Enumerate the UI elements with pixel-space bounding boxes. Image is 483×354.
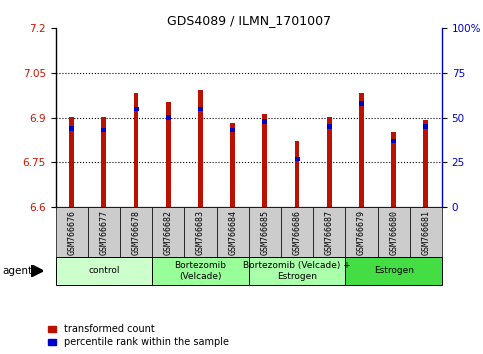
Bar: [166, 102, 170, 207]
Bar: [69, 118, 74, 207]
Text: GSM766679: GSM766679: [357, 210, 366, 255]
Bar: [410, 207, 442, 257]
Legend: transformed count, percentile rank within the sample: transformed count, percentile rank withi…: [48, 325, 229, 347]
Bar: [198, 107, 203, 111]
Text: GSM766678: GSM766678: [131, 210, 141, 255]
Bar: [424, 120, 428, 207]
Bar: [230, 123, 235, 207]
Title: GDS4089 / ILMN_1701007: GDS4089 / ILMN_1701007: [167, 14, 331, 27]
Bar: [281, 207, 313, 257]
Bar: [391, 139, 396, 143]
Text: Bortezomib (Velcade) +
Estrogen: Bortezomib (Velcade) + Estrogen: [243, 261, 351, 280]
Text: GSM766686: GSM766686: [293, 210, 301, 255]
Text: GSM766684: GSM766684: [228, 210, 237, 255]
Bar: [249, 207, 281, 257]
Bar: [327, 118, 332, 207]
Bar: [166, 115, 171, 120]
Bar: [198, 90, 203, 207]
Bar: [249, 257, 345, 285]
Bar: [69, 126, 74, 131]
Text: Estrogen: Estrogen: [374, 266, 413, 275]
Text: GSM766681: GSM766681: [421, 210, 430, 255]
Bar: [56, 257, 152, 285]
Bar: [345, 207, 378, 257]
Bar: [56, 207, 88, 257]
Bar: [216, 207, 249, 257]
Bar: [101, 128, 106, 132]
Polygon shape: [31, 265, 43, 277]
Bar: [262, 119, 268, 124]
Bar: [327, 124, 332, 129]
Bar: [295, 156, 299, 161]
Text: GSM766680: GSM766680: [389, 210, 398, 255]
Bar: [133, 107, 139, 111]
Bar: [345, 257, 442, 285]
Bar: [120, 207, 152, 257]
Bar: [185, 207, 216, 257]
Text: GSM766685: GSM766685: [260, 210, 270, 255]
Text: control: control: [88, 266, 120, 275]
Bar: [262, 114, 267, 207]
Bar: [88, 207, 120, 257]
Bar: [359, 93, 364, 207]
Text: GSM766677: GSM766677: [99, 210, 108, 255]
Text: GSM766687: GSM766687: [325, 210, 334, 255]
Text: agent: agent: [2, 266, 32, 276]
Bar: [378, 207, 410, 257]
Text: GSM766682: GSM766682: [164, 210, 173, 255]
Bar: [295, 141, 299, 207]
Bar: [391, 132, 396, 207]
Text: Bortezomib
(Velcade): Bortezomib (Velcade): [174, 261, 227, 280]
Bar: [359, 101, 364, 105]
Bar: [423, 124, 428, 129]
Bar: [101, 118, 106, 207]
Bar: [152, 207, 185, 257]
Bar: [134, 93, 139, 207]
Text: GSM766676: GSM766676: [67, 210, 76, 255]
Text: GSM766683: GSM766683: [196, 210, 205, 255]
Bar: [313, 207, 345, 257]
Bar: [152, 257, 249, 285]
Bar: [230, 128, 235, 132]
